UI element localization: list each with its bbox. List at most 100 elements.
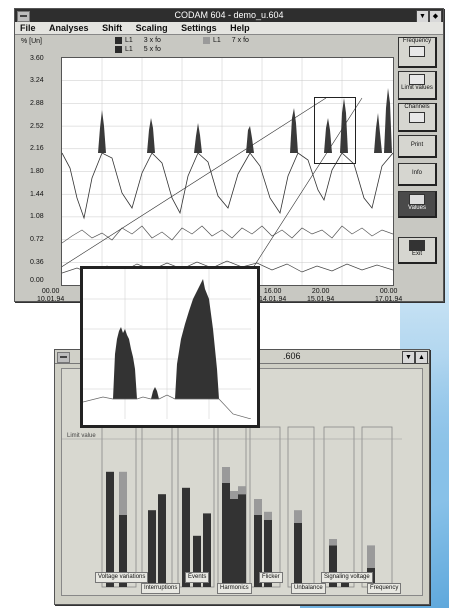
minimize-button[interactable]: ▼ bbox=[402, 351, 415, 364]
bar-dark bbox=[119, 515, 127, 587]
x-tick: 00.00 10.01.94 bbox=[37, 288, 64, 304]
zoom-peak-small bbox=[151, 387, 159, 399]
x-tick-date: 15.01.94 bbox=[307, 296, 335, 303]
x-tick-time: 00.00 bbox=[41, 288, 60, 295]
frequency-button[interactable]: Frequency bbox=[398, 37, 437, 68]
bar-dark bbox=[264, 519, 272, 587]
values-button-label: Values bbox=[408, 205, 426, 211]
system-menu-button[interactable] bbox=[57, 352, 70, 363]
zoom-peak-right bbox=[175, 279, 219, 399]
menu-analyses[interactable]: Analyses bbox=[49, 23, 89, 33]
exit-button-label: Exit bbox=[411, 251, 422, 257]
bar-light bbox=[264, 511, 272, 520]
y-tick: 0.36 bbox=[30, 259, 44, 266]
zoom-grid bbox=[83, 269, 251, 419]
bar-light bbox=[238, 486, 246, 495]
trend-plot[interactable] bbox=[61, 57, 394, 286]
info-button-label: Info bbox=[411, 170, 422, 176]
bar-dark bbox=[182, 487, 190, 587]
category-flicker[interactable]: Flicker bbox=[259, 572, 283, 583]
exit-icon bbox=[409, 240, 425, 251]
y-tick: 2.16 bbox=[30, 145, 44, 152]
bar-dark bbox=[254, 515, 262, 587]
category-signaling-voltage[interactable]: Signaling voltage bbox=[321, 572, 373, 583]
frequency-button-label: Frequency bbox=[402, 38, 432, 44]
trace-middle bbox=[62, 225, 393, 244]
x-tick: 16.00 14.01.94 bbox=[259, 288, 286, 304]
channels-button[interactable]: Channels bbox=[398, 103, 437, 132]
trace-upper bbox=[62, 152, 393, 220]
bar-light bbox=[222, 467, 230, 483]
print-button[interactable]: Print bbox=[398, 135, 437, 158]
maximize-button[interactable]: ▲ bbox=[415, 351, 428, 364]
limit-values-button-label: Limit values bbox=[401, 85, 433, 91]
legend-desc: 7 x fo bbox=[231, 37, 249, 44]
chart-legend: % [Un] L1 3 x fo L1 5 x fo L1 7 x fo bbox=[19, 36, 381, 56]
bar-dark bbox=[106, 471, 114, 587]
bar-light bbox=[230, 491, 238, 499]
harmonic-peaks bbox=[98, 88, 392, 153]
zoom-connector bbox=[241, 97, 363, 285]
zoom-baseline bbox=[82, 394, 252, 420]
x-tick-date: 17.01.94 bbox=[375, 296, 403, 303]
channels-icon bbox=[409, 112, 425, 123]
bar-dark bbox=[203, 513, 211, 587]
channels-button-label: Channels bbox=[404, 104, 430, 110]
system-menu-button[interactable] bbox=[17, 11, 30, 22]
y-tick: 3.24 bbox=[30, 77, 44, 84]
legend-swatch bbox=[115, 46, 122, 53]
bar-dark bbox=[148, 510, 156, 587]
bar-dark bbox=[158, 494, 166, 587]
y-tick: 1.44 bbox=[30, 191, 44, 198]
limit-values-button[interactable]: Limit values bbox=[398, 71, 437, 100]
category-unbalance[interactable]: Unbalance bbox=[291, 583, 326, 594]
values-icon bbox=[409, 194, 425, 205]
menu-scaling[interactable]: Scaling bbox=[135, 23, 168, 33]
bar-light bbox=[329, 539, 337, 546]
x-tick-time: 16.00 bbox=[263, 288, 282, 295]
bars bbox=[106, 467, 375, 587]
x-tick: 20.00 15.01.94 bbox=[307, 288, 334, 304]
category-interruptions[interactable]: Interruptions bbox=[141, 583, 181, 594]
main-window: CODAM 604 - demo_u.604 ▼ ◆ File Analyses… bbox=[14, 8, 444, 304]
y-unit-label: % [Un] bbox=[21, 38, 43, 45]
menu-help[interactable]: Help bbox=[230, 23, 250, 33]
bar-dark bbox=[294, 523, 302, 587]
group-frames bbox=[101, 426, 393, 588]
y-tick: 2.88 bbox=[30, 100, 44, 107]
category-events[interactable]: Events bbox=[185, 572, 210, 583]
y-tick: 0.72 bbox=[30, 236, 44, 243]
x-tick: 00.00 17.01.94 bbox=[375, 288, 402, 304]
menu-file[interactable]: File bbox=[20, 23, 36, 33]
window-title: CODAM 604 - demo_u.604 bbox=[174, 10, 284, 20]
y-tick: 1.80 bbox=[30, 168, 44, 175]
y-tick: 3.60 bbox=[30, 55, 44, 62]
x-tick-time: 20.00 bbox=[311, 288, 330, 295]
menu-shift[interactable]: Shift bbox=[102, 23, 123, 33]
bar-light bbox=[367, 545, 375, 568]
info-button[interactable]: Info bbox=[398, 163, 437, 186]
window-title: .606 bbox=[283, 351, 301, 361]
y-tick: 1.08 bbox=[30, 213, 44, 220]
exit-button[interactable]: Exit bbox=[398, 237, 437, 264]
frequency-icon bbox=[409, 46, 425, 57]
zoom-inset-svg bbox=[82, 269, 252, 420]
x-tick-time: 00.00 bbox=[379, 288, 398, 295]
x-tick-date: 14.01.94 bbox=[259, 296, 287, 303]
zoom-peak-left bbox=[113, 327, 137, 399]
category-voltage-variations[interactable]: Voltage variations bbox=[95, 572, 149, 583]
legend-desc: 3 x fo bbox=[143, 37, 161, 44]
limit-value-label: Limit value bbox=[67, 433, 96, 439]
category-frequency[interactable]: Frequency bbox=[367, 583, 402, 594]
bar-dark bbox=[238, 494, 246, 587]
title-bar: CODAM 604 - demo_u.604 ▼ ◆ bbox=[15, 9, 443, 23]
bar-dark bbox=[230, 499, 238, 587]
values-button[interactable]: Values bbox=[398, 191, 437, 218]
category-harmonics[interactable]: Harmonics bbox=[217, 583, 252, 594]
legend-label: L1 bbox=[213, 37, 221, 44]
bar-light bbox=[294, 510, 302, 523]
limit-values-icon bbox=[409, 74, 425, 85]
menu-settings[interactable]: Settings bbox=[181, 23, 217, 33]
x-tick-date: 10.01.94 bbox=[37, 296, 65, 303]
zoom-selection-frame bbox=[314, 97, 356, 164]
